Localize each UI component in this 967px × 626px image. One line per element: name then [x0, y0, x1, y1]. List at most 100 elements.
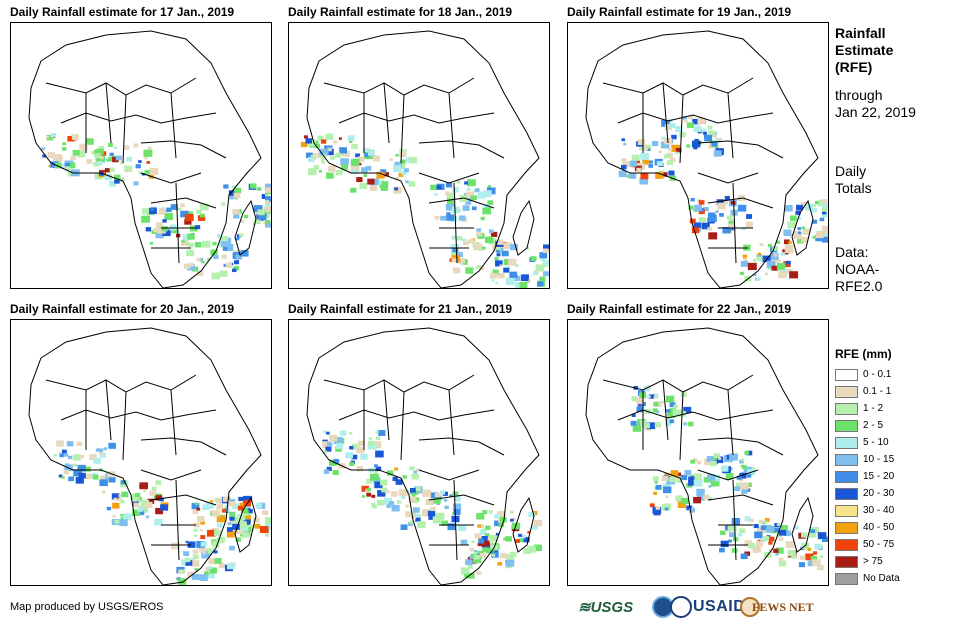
rainfall-patch	[477, 191, 487, 199]
rainfall-patch	[112, 502, 120, 509]
rainfall-patch	[629, 160, 637, 167]
rainfall-patch	[812, 235, 817, 239]
rainfall-patch	[754, 531, 763, 539]
rainfall-patch	[226, 531, 235, 538]
rainfall-patch	[335, 169, 343, 176]
rainfall-patch	[108, 180, 117, 187]
usaid-seal-icon	[670, 596, 692, 618]
rainfall-patch	[430, 506, 436, 512]
rainfall-patch	[376, 180, 382, 185]
rainfall-patch	[109, 167, 115, 172]
rainfall-patch	[755, 277, 761, 281]
rainfall-patch	[59, 451, 63, 456]
rainfall-patch	[221, 254, 227, 259]
rainfall-patch	[809, 532, 817, 538]
rfe-title-line2: Estimate	[835, 42, 894, 58]
rainfall-patch	[187, 541, 196, 548]
rainfall-patch	[482, 528, 486, 532]
rainfall-patch	[729, 532, 736, 538]
rainfall-patch	[379, 181, 389, 189]
rainfall-patch	[651, 141, 659, 147]
rainfall-patch	[477, 524, 481, 528]
rainfall-patch	[323, 469, 330, 474]
rainfall-patch	[728, 221, 734, 226]
rainfall-patch	[496, 253, 501, 257]
rainfall-patch	[801, 543, 810, 550]
rainfall-patch	[363, 174, 368, 177]
rainfall-patch	[458, 258, 465, 264]
rainfall-patch	[99, 171, 104, 176]
legend-title: RFE (mm)	[835, 347, 892, 361]
rainfall-patch	[473, 554, 480, 560]
rainfall-patch	[748, 543, 756, 549]
legend-label: 5 - 10	[863, 437, 889, 448]
rainfall-patch	[222, 496, 230, 502]
rainfall-patch	[690, 459, 696, 464]
rainfall-patch	[656, 161, 664, 167]
rainfall-patch	[811, 526, 819, 533]
rainfall-patch	[822, 212, 828, 218]
rainfall-patch	[415, 492, 419, 495]
rainfall-patch	[84, 466, 91, 472]
rainfall-patch	[265, 183, 271, 190]
rainfall-patch	[216, 523, 223, 528]
rainfall-patch	[468, 565, 473, 569]
rainfall-patch	[326, 466, 332, 471]
rainfall-patch	[694, 204, 703, 212]
rainfall-patch	[197, 271, 204, 277]
rainfall-patch	[822, 228, 828, 234]
rainfall-patch	[59, 453, 64, 458]
rainfall-patch	[196, 507, 201, 511]
rainfall-patch	[166, 207, 172, 213]
rainfall-patch	[158, 209, 166, 215]
rainfall-patch	[496, 239, 504, 245]
rainfall-patch	[680, 474, 688, 481]
rainfall-patch	[669, 419, 675, 424]
rainfall-patch	[135, 164, 141, 169]
rainfall-patch	[138, 171, 143, 175]
rainfall-patch	[675, 147, 682, 153]
legend-label: 30 - 40	[863, 505, 895, 516]
rainfall-patch	[724, 195, 730, 201]
rainfall-patch	[398, 172, 404, 177]
rainfall-patch	[489, 229, 494, 234]
rainfall-patch	[149, 167, 159, 175]
legend-swatch	[835, 470, 858, 483]
rainfall-patch	[737, 532, 743, 537]
rainfall-patch	[370, 502, 376, 507]
rainfall-patch	[683, 406, 692, 414]
rainfall-patch	[718, 457, 722, 460]
rainfall-patch	[70, 155, 77, 160]
rainfall-patch	[372, 155, 380, 162]
rainfall-patch	[91, 151, 96, 155]
rainfall-patch	[744, 451, 750, 455]
rainfall-patch	[623, 142, 627, 146]
rainfall-patch	[213, 550, 218, 554]
rainfall-patch	[335, 446, 342, 452]
rainfall-patch	[192, 509, 199, 514]
rainfall-patch	[530, 256, 537, 262]
rainfall-patch	[212, 541, 220, 548]
rainfall-patch	[350, 158, 360, 166]
rainfall-patch	[490, 231, 498, 237]
rainfall-patch	[496, 249, 500, 253]
rainfall-map	[10, 319, 272, 586]
rainfall-patch	[458, 215, 466, 221]
rainfall-patch	[130, 493, 140, 501]
rainfall-patch	[728, 539, 732, 543]
rainfall-patch	[672, 409, 682, 417]
legend-item: 2 - 5	[835, 417, 900, 434]
rainfall-patch	[133, 502, 140, 508]
rainfall-patch	[409, 487, 416, 493]
rainfall-patch	[785, 541, 795, 548]
rainfall-patch	[325, 172, 334, 179]
rainfall-patch	[177, 207, 182, 211]
rainfall-patch	[771, 540, 776, 543]
rainfall-patch	[161, 226, 169, 232]
rainfall-patch	[226, 508, 231, 512]
rainfall-patch	[479, 529, 487, 535]
rainfall-patch	[629, 173, 637, 179]
rainfall-patch	[632, 424, 642, 432]
rainfall-patch	[713, 150, 722, 157]
rainfall-patch	[349, 461, 355, 467]
